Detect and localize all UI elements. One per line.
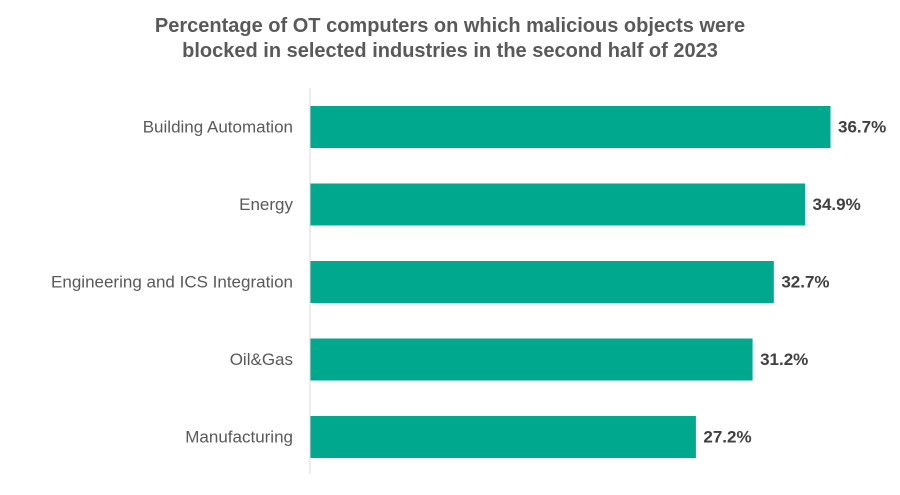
bar-0 (310, 106, 831, 148)
category-label-3: Oil&Gas (230, 350, 293, 369)
value-label-4: 27.2% (703, 428, 751, 447)
category-label-0: Building Automation (143, 118, 293, 137)
chart-title-line-2: blocked in selected industries in the se… (182, 40, 718, 62)
bar-2 (310, 261, 774, 303)
value-label-3: 31.2% (760, 350, 808, 369)
bar-1 (310, 183, 805, 226)
chart-title: Percentage of OT computers on which mali… (0, 14, 900, 64)
bars-group (310, 106, 831, 458)
category-label-4: Manufacturing (185, 428, 293, 447)
bar-4 (310, 416, 696, 458)
category-label-2: Engineering and ICS Integration (51, 273, 293, 292)
chart-title-line-1: Percentage of OT computers on which mali… (154, 15, 746, 37)
value-label-0: 36.7% (838, 118, 886, 137)
category-labels-group: Building Automation Energy Engineering and… (51, 118, 293, 447)
category-label-1: Energy (239, 195, 293, 214)
value-label-1: 34.9% (812, 195, 860, 214)
bar-3 (310, 338, 753, 381)
value-labels-group: 36.7% 34.9% 32.7% 31.2% 27.2% (703, 118, 886, 447)
value-label-2: 32.7% (781, 273, 829, 292)
